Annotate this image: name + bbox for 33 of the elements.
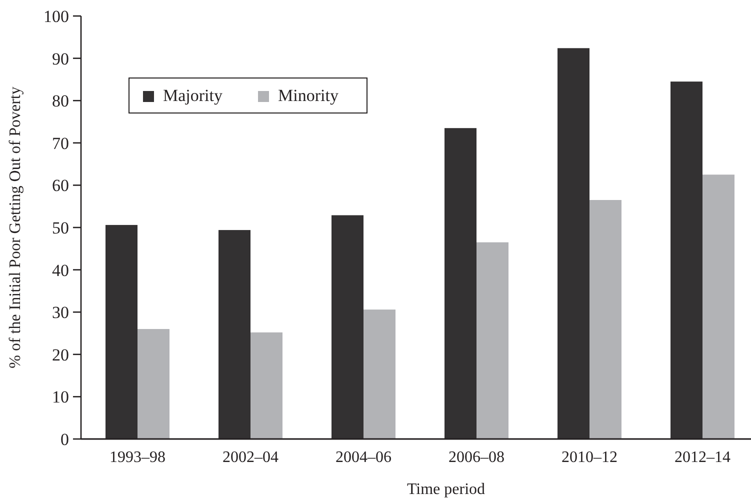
x-tick-label: 1993–98 [110, 449, 166, 466]
x-tick-label: 2010–12 [562, 449, 618, 466]
bar [558, 48, 590, 439]
bar [218, 230, 250, 439]
y-tick-label: 100 [44, 6, 69, 26]
y-axis-title: % of the Initial Poor Getting Out of Poverty [7, 86, 24, 368]
y-tick-label: 80 [52, 92, 69, 111]
y-tick-label: 20 [52, 345, 69, 364]
bar [590, 200, 622, 439]
bar [106, 224, 138, 439]
bar [332, 215, 364, 439]
y-tick-label: 50 [52, 218, 69, 238]
x-tick-label: 2012–14 [674, 449, 730, 466]
bar [138, 329, 170, 439]
bar [444, 128, 476, 439]
y-tick-label: 90 [52, 49, 69, 68]
y-tick-label: 70 [52, 134, 69, 153]
x-axis-title: Time period [406, 481, 486, 498]
bar [670, 82, 702, 439]
bar [702, 174, 734, 439]
bar [476, 242, 508, 439]
y-tick-label: 60 [52, 176, 69, 196]
x-tick-label: 2002–04 [222, 449, 278, 466]
y-tick-label: 0 [60, 430, 69, 449]
y-tick-label: 40 [52, 260, 69, 280]
bar [364, 310, 396, 439]
legend-label: Minority [278, 86, 339, 105]
bar [250, 332, 282, 439]
x-tick-label: 2004–06 [336, 449, 392, 466]
y-tick-label: 30 [52, 303, 69, 322]
y-tick-label: 10 [52, 388, 69, 407]
legend-label: Majority [163, 86, 223, 105]
x-tick-label: 2006–08 [448, 449, 504, 466]
